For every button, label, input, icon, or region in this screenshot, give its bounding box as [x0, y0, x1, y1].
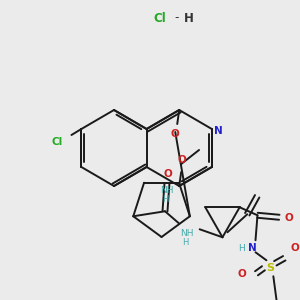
Text: Cl: Cl — [52, 137, 63, 147]
Text: O: O — [164, 169, 172, 179]
Text: O: O — [171, 129, 180, 139]
Text: -: - — [174, 11, 178, 25]
Text: H: H — [162, 195, 168, 204]
Text: O: O — [285, 213, 294, 223]
Text: NH: NH — [180, 229, 194, 238]
Text: Cl: Cl — [153, 11, 166, 25]
Text: O: O — [237, 269, 246, 279]
Text: O: O — [178, 155, 187, 165]
Text: O: O — [291, 243, 299, 253]
Text: N: N — [248, 243, 257, 253]
Text: S: S — [266, 263, 274, 273]
Text: N: N — [214, 126, 223, 136]
Text: NH: NH — [160, 186, 174, 195]
Text: H: H — [183, 238, 189, 247]
Text: H: H — [238, 244, 245, 253]
Text: H: H — [183, 11, 193, 25]
